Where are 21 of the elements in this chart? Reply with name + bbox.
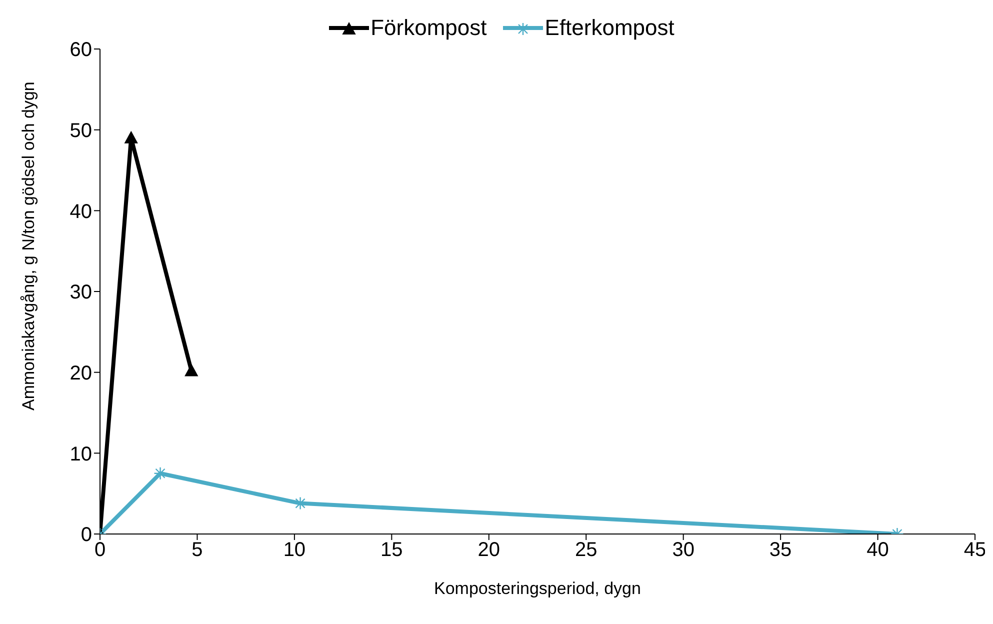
x-tick-label: 5 (192, 539, 203, 562)
y-tick-label: 60 (70, 39, 92, 62)
x-tick-label: 25 (574, 539, 598, 562)
legend-label: Förkompost (370, 15, 487, 41)
x-tick-label: 45 (964, 539, 986, 562)
y-tick-label: 10 (70, 443, 92, 466)
x-tick-label: 30 (672, 539, 694, 562)
y-tick-label: 0 (80, 524, 92, 546)
y-tick-label: 50 (70, 120, 92, 142)
y-tick-label: 20 (70, 362, 92, 384)
x-axis-title: Komposteringsperiod, dygn (434, 579, 641, 598)
y-axis-title: Ammoniakavgång, g N/ton gödsel och dygn (19, 82, 38, 410)
legend-label: Efterkompost (544, 15, 674, 41)
x-tick-label: 20 (478, 539, 500, 562)
x-tick-label: 40 (866, 539, 889, 562)
y-tick-label: 30 (70, 282, 92, 304)
x-tick-label: 0 (94, 539, 106, 562)
x-tick-label: 15 (380, 539, 403, 562)
y-tick-label: 40 (70, 200, 92, 223)
x-tick-label: 10 (283, 539, 306, 562)
x-tick-label: 35 (769, 539, 792, 562)
